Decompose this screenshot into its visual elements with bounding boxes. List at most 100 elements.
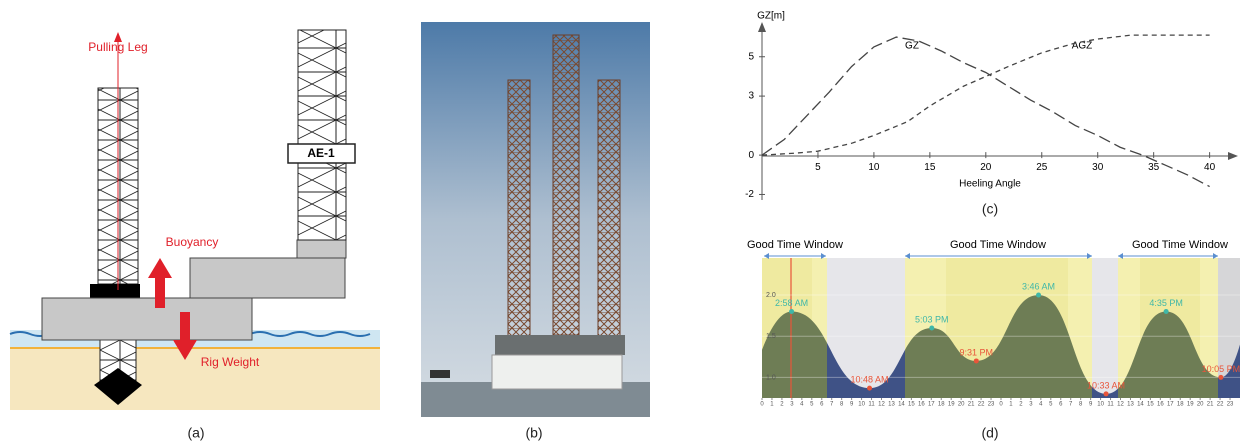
x-tick-label: 1: [1009, 402, 1013, 408]
x-tick-label: 14: [898, 402, 905, 408]
y-tick-label: 1.0: [766, 374, 776, 381]
x-tick-label: 1: [770, 402, 774, 408]
x-tick-label: 3: [1029, 402, 1033, 408]
tide-point: [1104, 391, 1109, 396]
seabed: [10, 348, 380, 410]
x-tick-label: 12: [1117, 402, 1124, 408]
deck: [190, 258, 345, 298]
x-tick-label: 13: [1127, 402, 1134, 408]
photo-leg: [508, 80, 530, 340]
x-tick-label: 10: [868, 162, 880, 173]
x-axis-label: Heeling Angle: [959, 179, 1021, 190]
tide-point: [1036, 293, 1041, 298]
x-tick-label: 0: [999, 402, 1003, 408]
axis-arrow: [1228, 152, 1238, 160]
x-tick-label: 10: [1097, 402, 1104, 408]
x-tick-label: 15: [924, 162, 936, 173]
tide-label: 5:03 PM: [915, 314, 949, 324]
x-tick-label: 2: [1019, 402, 1023, 408]
panel-b: (b): [421, 22, 650, 441]
rig-weight-label: Rig Weight: [201, 355, 260, 369]
x-tick-label: 18: [1177, 402, 1184, 408]
tide-label: 4:35 PM: [1149, 298, 1183, 308]
x-tick-label: 2: [780, 402, 784, 408]
x-tick-label: 20: [1197, 402, 1204, 408]
x-tick-label: 30: [1092, 162, 1104, 173]
x-tick-label: 16: [918, 402, 925, 408]
tide-label: 9:31 PM: [960, 347, 994, 357]
x-tick-label: 19: [1187, 402, 1194, 408]
tide-label: 10:48 AM: [851, 374, 889, 384]
x-tick-label: 23: [1227, 402, 1234, 408]
x-tick-label: 23: [988, 402, 995, 408]
x-tick-label: 10: [858, 402, 865, 408]
tower: [298, 30, 346, 240]
x-tick-label: 0: [760, 402, 764, 408]
hull: [42, 298, 252, 340]
caption: (a): [187, 425, 204, 441]
tower-base: [297, 240, 346, 258]
y-tick-label: -2: [745, 189, 754, 200]
tide-point: [789, 309, 794, 314]
x-tick-label: 9: [1089, 402, 1093, 408]
x-tick-label: 20: [980, 162, 992, 173]
x-tick-label: 4: [1039, 402, 1043, 408]
panel-d: Good Time Window Good Time Window Good T…: [747, 239, 1240, 441]
photo-hull: [492, 355, 622, 389]
tide-label: 10:05 PM: [1202, 364, 1241, 374]
tide-point: [929, 326, 934, 331]
window-label: Good Time Window: [747, 239, 843, 251]
x-tick-label: 18: [938, 402, 945, 408]
x-tick-label: 6: [820, 402, 824, 408]
tide-label: 10:33 AM: [1087, 380, 1125, 390]
tide-point: [867, 386, 872, 391]
x-tick-label: 7: [1069, 402, 1073, 408]
window-labels: Good Time Window Good Time Window Good T…: [747, 239, 1228, 259]
x-tick-label: 12: [878, 402, 885, 408]
x-tick-label: 9: [850, 402, 854, 408]
photo-leg: [553, 35, 579, 335]
tide-point: [1164, 309, 1169, 314]
photo-boat: [430, 370, 450, 378]
x-tick-label: 4: [800, 402, 804, 408]
x-tick-label: 20: [958, 402, 965, 408]
x-tick-label: 8: [1079, 402, 1083, 408]
tide-point: [1218, 375, 1223, 380]
x-tick-label: 35: [1148, 162, 1160, 173]
panel-c: GZ[m] Heeling Angle GZ AGZ (c) 510152025…: [745, 11, 1238, 217]
x-tick-label: 14: [1137, 402, 1144, 408]
x-tick-label: 8: [840, 402, 844, 408]
figure: AE-1 Pulling Leg Buoyancy Rig Weight (a)…: [0, 0, 1256, 445]
panel-a: AE-1 Pulling Leg Buoyancy Rig Weight (a): [10, 30, 380, 441]
y-tick-label: 1.5: [766, 333, 776, 340]
x-tick-label: 22: [978, 402, 985, 408]
x-tick-label: 7: [830, 402, 834, 408]
x-tick-label: 13: [888, 402, 895, 408]
x-tick-label: 17: [1167, 402, 1174, 408]
tide-label: 3:46 AM: [1022, 281, 1055, 291]
x-tick-label: 3: [790, 402, 794, 408]
x-tick-label: 21: [968, 402, 975, 408]
tide-label: 2:58 AM: [775, 298, 808, 308]
photo-deck: [495, 335, 625, 355]
window-label: Good Time Window: [1132, 239, 1228, 251]
x-tick-label: 22: [1217, 402, 1224, 408]
series-line: [762, 35, 1210, 155]
x-tick-label: 11: [868, 402, 875, 408]
buoyancy-label: Buoyancy: [166, 235, 219, 249]
y-tick-label: 3: [748, 91, 754, 102]
caption: (d): [981, 425, 998, 441]
x-tick-label: 11: [1107, 402, 1114, 408]
x-tick-label: 5: [815, 162, 821, 173]
x-tick-label: 5: [810, 402, 814, 408]
x-tick-label: 25: [1036, 162, 1048, 173]
axis-arrow: [758, 22, 766, 32]
x-tick-label: 17: [928, 402, 935, 408]
series-label: GZ: [905, 41, 919, 52]
x-tick-label: 6: [1059, 402, 1063, 408]
x-tick-label: 40: [1204, 162, 1216, 173]
x-tick-label: 19: [948, 402, 955, 408]
x-tick-label: 15: [1147, 402, 1154, 408]
photo-leg: [598, 80, 620, 340]
unit-label: AE-1: [307, 146, 335, 160]
